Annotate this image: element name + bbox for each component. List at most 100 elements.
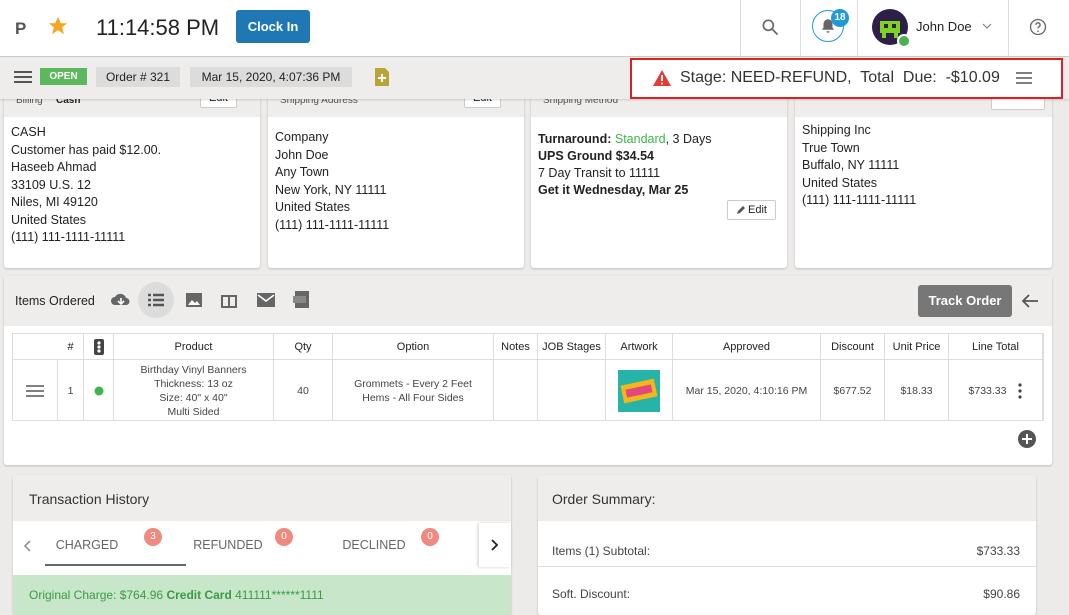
avatar[interactable] bbox=[872, 9, 912, 49]
summary-value: $733.33 bbox=[976, 544, 1020, 558]
panel-header: Order Summary: bbox=[538, 475, 1036, 521]
column-header: Notes bbox=[494, 334, 538, 360]
text-line: Shipping Inc bbox=[802, 123, 871, 137]
clock-in-button[interactable]: Clock In bbox=[236, 10, 310, 43]
add-item-button[interactable] bbox=[1017, 429, 1037, 449]
column-header bbox=[84, 334, 114, 360]
logo[interactable]: P bbox=[15, 19, 27, 38]
artwork bbox=[606, 360, 673, 421]
bell-icon bbox=[822, 19, 834, 33]
prev-tab[interactable] bbox=[23, 540, 33, 552]
tab-count: 3 bbox=[144, 528, 162, 546]
text-line: Haseeb Ahmad bbox=[11, 160, 97, 174]
stage-box: Stage: NEED-REFUND, Total Due: -$10.09 bbox=[630, 58, 1063, 99]
items-panel: Items Ordered Track Order # Product Qty Opt… bbox=[4, 276, 1052, 465]
column-header: JOB Stages bbox=[538, 334, 606, 360]
approved: Mar 15, 2020, 4:10:16 PM bbox=[673, 360, 821, 421]
search-icon[interactable] bbox=[760, 17, 780, 37]
more-icon[interactable] bbox=[1018, 382, 1023, 399]
shipping-card: Shipping Inc True Town Buffalo, NY 11111 Un… bbox=[795, 88, 1052, 268]
track-order-button[interactable]: Track Order bbox=[918, 285, 1012, 317]
text-line: Buffalo, NY 11111 bbox=[802, 158, 900, 172]
divider bbox=[800, 0, 801, 56]
list-icon bbox=[148, 293, 164, 307]
divider bbox=[740, 0, 741, 56]
back-icon[interactable] bbox=[1021, 293, 1039, 309]
download-icon[interactable] bbox=[110, 290, 132, 310]
text-line: Niles, MI 49120 bbox=[11, 195, 98, 209]
text-line: United States bbox=[11, 212, 87, 227]
items-toolbar: Items Ordered Track Order bbox=[4, 276, 1052, 326]
text: $677.52 bbox=[833, 384, 872, 397]
summary-label: Items (1) Subtotal: bbox=[552, 544, 651, 558]
order-number: Order # 321 bbox=[96, 67, 180, 87]
charge-method: Credit Card bbox=[166, 588, 232, 602]
text-line: (111) 111-1111-11111 bbox=[275, 217, 390, 232]
product-line: Thickness: 13 oz bbox=[154, 377, 233, 390]
text-line: (111) 111-1111-11111 bbox=[11, 230, 126, 244]
gift-icon[interactable] bbox=[220, 289, 238, 309]
tab[interactable]: DECLINED bbox=[342, 538, 406, 552]
text: 1 bbox=[67, 384, 74, 397]
stage-text: Stage: NEED-REFUND, Total Due: -$10.09 bbox=[680, 69, 1000, 86]
list-view-button[interactable] bbox=[138, 282, 174, 318]
image-icon[interactable] bbox=[185, 291, 203, 309]
text: Mar 15, 2020, 4:10:16 PM bbox=[685, 384, 808, 397]
caret-icon[interactable] bbox=[982, 22, 992, 30]
status-dot bbox=[94, 386, 103, 395]
next-tab[interactable] bbox=[479, 523, 511, 567]
mail-icon[interactable] bbox=[256, 292, 276, 308]
text-line: United States bbox=[802, 175, 878, 190]
transit: 7 Day Transit to 11111 bbox=[538, 166, 661, 180]
menu-icon[interactable] bbox=[25, 384, 45, 398]
text: 40 bbox=[297, 384, 309, 397]
tab[interactable]: REFUNDED bbox=[193, 538, 263, 552]
divider bbox=[1008, 0, 1009, 56]
document-icon[interactable] bbox=[374, 67, 390, 87]
edit-button[interactable]: Edit bbox=[727, 200, 776, 220]
stages-icon bbox=[93, 339, 104, 355]
chevron-icon bbox=[491, 539, 499, 551]
transaction-panel: Transaction History CHARGED 3 REFUNDED 0 DEC… bbox=[13, 475, 511, 615]
table-header bbox=[13, 334, 1043, 360]
column-header: Unit Price bbox=[885, 334, 949, 360]
pdf-icon[interactable] bbox=[292, 290, 310, 310]
tab-count: 0 bbox=[421, 528, 439, 546]
method: UPS Ground $34.54 bbox=[538, 149, 655, 163]
card-subtitle: Cash bbox=[56, 95, 81, 106]
warning-icon bbox=[653, 70, 671, 86]
text: $733.33 bbox=[968, 384, 1007, 397]
tab[interactable]: CHARGED bbox=[55, 538, 119, 552]
menu-icon[interactable] bbox=[13, 69, 33, 85]
column-header: Approved bbox=[673, 334, 821, 360]
charge-row: Original Charge: $764.96 Credit Card 411… bbox=[13, 575, 511, 615]
drag-handle bbox=[13, 360, 58, 421]
column-header: Product bbox=[114, 334, 274, 360]
turnaround: Turnaround: Standard, 3 Days bbox=[538, 131, 711, 149]
column-header: # bbox=[58, 334, 84, 360]
summary-value: $90.86 bbox=[983, 587, 1020, 601]
line-total: $733.33 bbox=[949, 360, 1043, 421]
star-icon[interactable] bbox=[47, 15, 69, 37]
column-header: Qty bbox=[274, 334, 333, 360]
text: $18.33 bbox=[900, 384, 933, 397]
panel-title: Transaction History bbox=[29, 491, 150, 507]
option: Grommets - Every 2 Feet Hems - All Four S… bbox=[333, 360, 494, 421]
text-line: New York, NY 11111 bbox=[275, 182, 387, 197]
text-line: Any Town bbox=[275, 165, 329, 179]
status-badge: OPEN bbox=[40, 68, 87, 85]
help-icon[interactable] bbox=[1028, 17, 1048, 37]
product-line: Size: 40" x 40" bbox=[159, 391, 228, 404]
text-line: United States bbox=[275, 200, 351, 214]
artwork-thumbnail[interactable] bbox=[618, 369, 660, 412]
text-line: CASH bbox=[11, 125, 46, 139]
product-line: Birthday Vinyl Banners bbox=[140, 363, 247, 376]
product: Birthday Vinyl Banners Thickness: 13 oz Si… bbox=[114, 360, 274, 421]
menu-icon[interactable] bbox=[1015, 71, 1033, 85]
tab-indicator bbox=[45, 564, 186, 566]
toolbar: OPEN Order # 321 Mar 15, 2020, 4:07:36 P… bbox=[0, 57, 1069, 99]
text-line: Company bbox=[275, 130, 329, 144]
user-name[interactable]: John Doe bbox=[916, 19, 972, 34]
